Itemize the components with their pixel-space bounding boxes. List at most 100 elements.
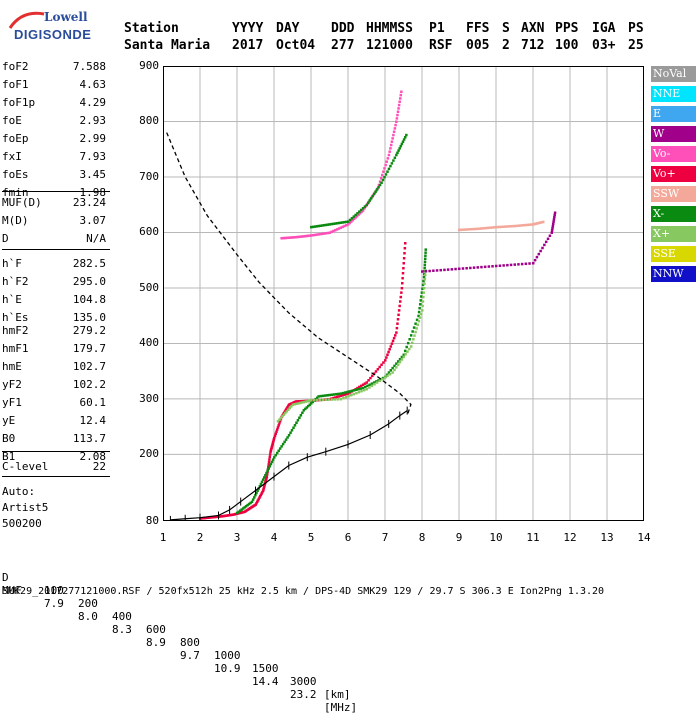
muf-value: 7.9 (44, 597, 64, 610)
header-ddd-label: DDD (331, 21, 355, 36)
echo-point (304, 400, 307, 403)
echo-point (374, 370, 378, 373)
echo-point (367, 379, 370, 382)
param-label: foEs (2, 168, 29, 181)
echo-point (384, 163, 387, 167)
echo-point (307, 234, 310, 238)
echo-point (478, 227, 481, 230)
echo-point (396, 110, 400, 113)
param-row: B0 113.7 (2, 432, 106, 446)
muf-value: 10.9 (214, 662, 241, 675)
echo-point (287, 433, 291, 437)
legend-item: NNW (651, 266, 696, 282)
echo-point (267, 465, 270, 469)
echo-point (517, 263, 520, 266)
header-axn-value: 712 (521, 38, 545, 53)
echo-point (300, 401, 304, 404)
param-value: 102.2 (72, 378, 106, 391)
echo-point (392, 133, 395, 137)
echo-point (372, 192, 376, 196)
param-row: h`E 104.8 (2, 293, 106, 307)
echo-point (297, 402, 300, 405)
echo-point (480, 265, 483, 269)
echo-point (368, 383, 371, 386)
echo-point (256, 489, 259, 492)
echo-point (500, 225, 504, 229)
echo-point (359, 387, 363, 390)
echo-point (269, 462, 273, 466)
echo-point (482, 227, 485, 230)
echo-point (263, 485, 266, 488)
echo-point (507, 225, 511, 228)
true-height-profile (170, 410, 408, 521)
echo-point (359, 208, 363, 212)
echo-point (254, 503, 257, 506)
echo-point (348, 221, 351, 225)
echo-point (543, 243, 546, 247)
echo-point (370, 382, 374, 385)
echo-point (552, 220, 555, 223)
header-ps-value: 25 (628, 38, 644, 53)
echo-point (371, 194, 374, 198)
param-value: 104.8 (72, 293, 106, 306)
echo-point (345, 392, 348, 396)
echo-point (317, 398, 320, 402)
echo-point (398, 304, 401, 308)
param-value: 12.4 (79, 414, 107, 427)
echo-point (258, 495, 262, 498)
echo-point (312, 398, 316, 402)
echo-point (283, 440, 286, 444)
echo-point (415, 318, 419, 322)
echo-point (391, 371, 394, 374)
x-tick-label: 6 (344, 531, 352, 544)
header-day-value: Oct04 (276, 38, 316, 53)
echo-point (395, 366, 398, 369)
echo-point (298, 235, 301, 239)
echo-point (278, 419, 282, 423)
echo-point (335, 395, 339, 399)
echo-point (522, 223, 526, 227)
header-p1-value: RSF (429, 38, 453, 53)
echo-point (336, 398, 340, 401)
muf-label: MUF (2, 584, 22, 597)
echo-point (344, 395, 348, 399)
echo-point (386, 353, 389, 357)
echo-point (349, 220, 353, 223)
echo-point (305, 406, 309, 409)
param-value: 135.0 (72, 311, 106, 324)
echo-point (496, 225, 500, 229)
echo-point (432, 269, 435, 272)
echo-point (253, 496, 256, 499)
echo-point (378, 183, 382, 187)
echo-point (515, 224, 518, 228)
echo-point (550, 229, 554, 232)
y-tick-label: 500 (139, 280, 159, 294)
echo-point (261, 490, 264, 494)
echo-point (385, 160, 388, 163)
echo-point (423, 266, 426, 270)
echo-point (277, 449, 280, 453)
echo-point (310, 234, 313, 237)
echo-point (418, 306, 421, 310)
echo-point (374, 190, 377, 193)
echo-point (395, 120, 398, 123)
echo-point (356, 212, 359, 215)
echo-point (391, 137, 394, 140)
echo-point (541, 220, 545, 224)
header-hhmmss-label: HHMMSS (366, 21, 413, 36)
echo-point (402, 355, 405, 359)
muf-value: 14.4 (252, 675, 279, 688)
echo-point (402, 261, 405, 265)
echo-point (270, 445, 274, 448)
param-value: 23.24 (72, 196, 106, 209)
echo-point (373, 382, 376, 386)
x-tick-label: 5 (307, 531, 315, 544)
echo-point (474, 227, 478, 231)
footer-file-info: SMK29_2017277121000.RSF / 520fx512h 25 k… (2, 586, 605, 597)
echo-point (397, 103, 401, 107)
echo-point (278, 418, 281, 421)
echo-point (348, 218, 352, 222)
echo-point (424, 251, 427, 254)
echo-point (382, 361, 385, 364)
echo-point (301, 411, 304, 415)
